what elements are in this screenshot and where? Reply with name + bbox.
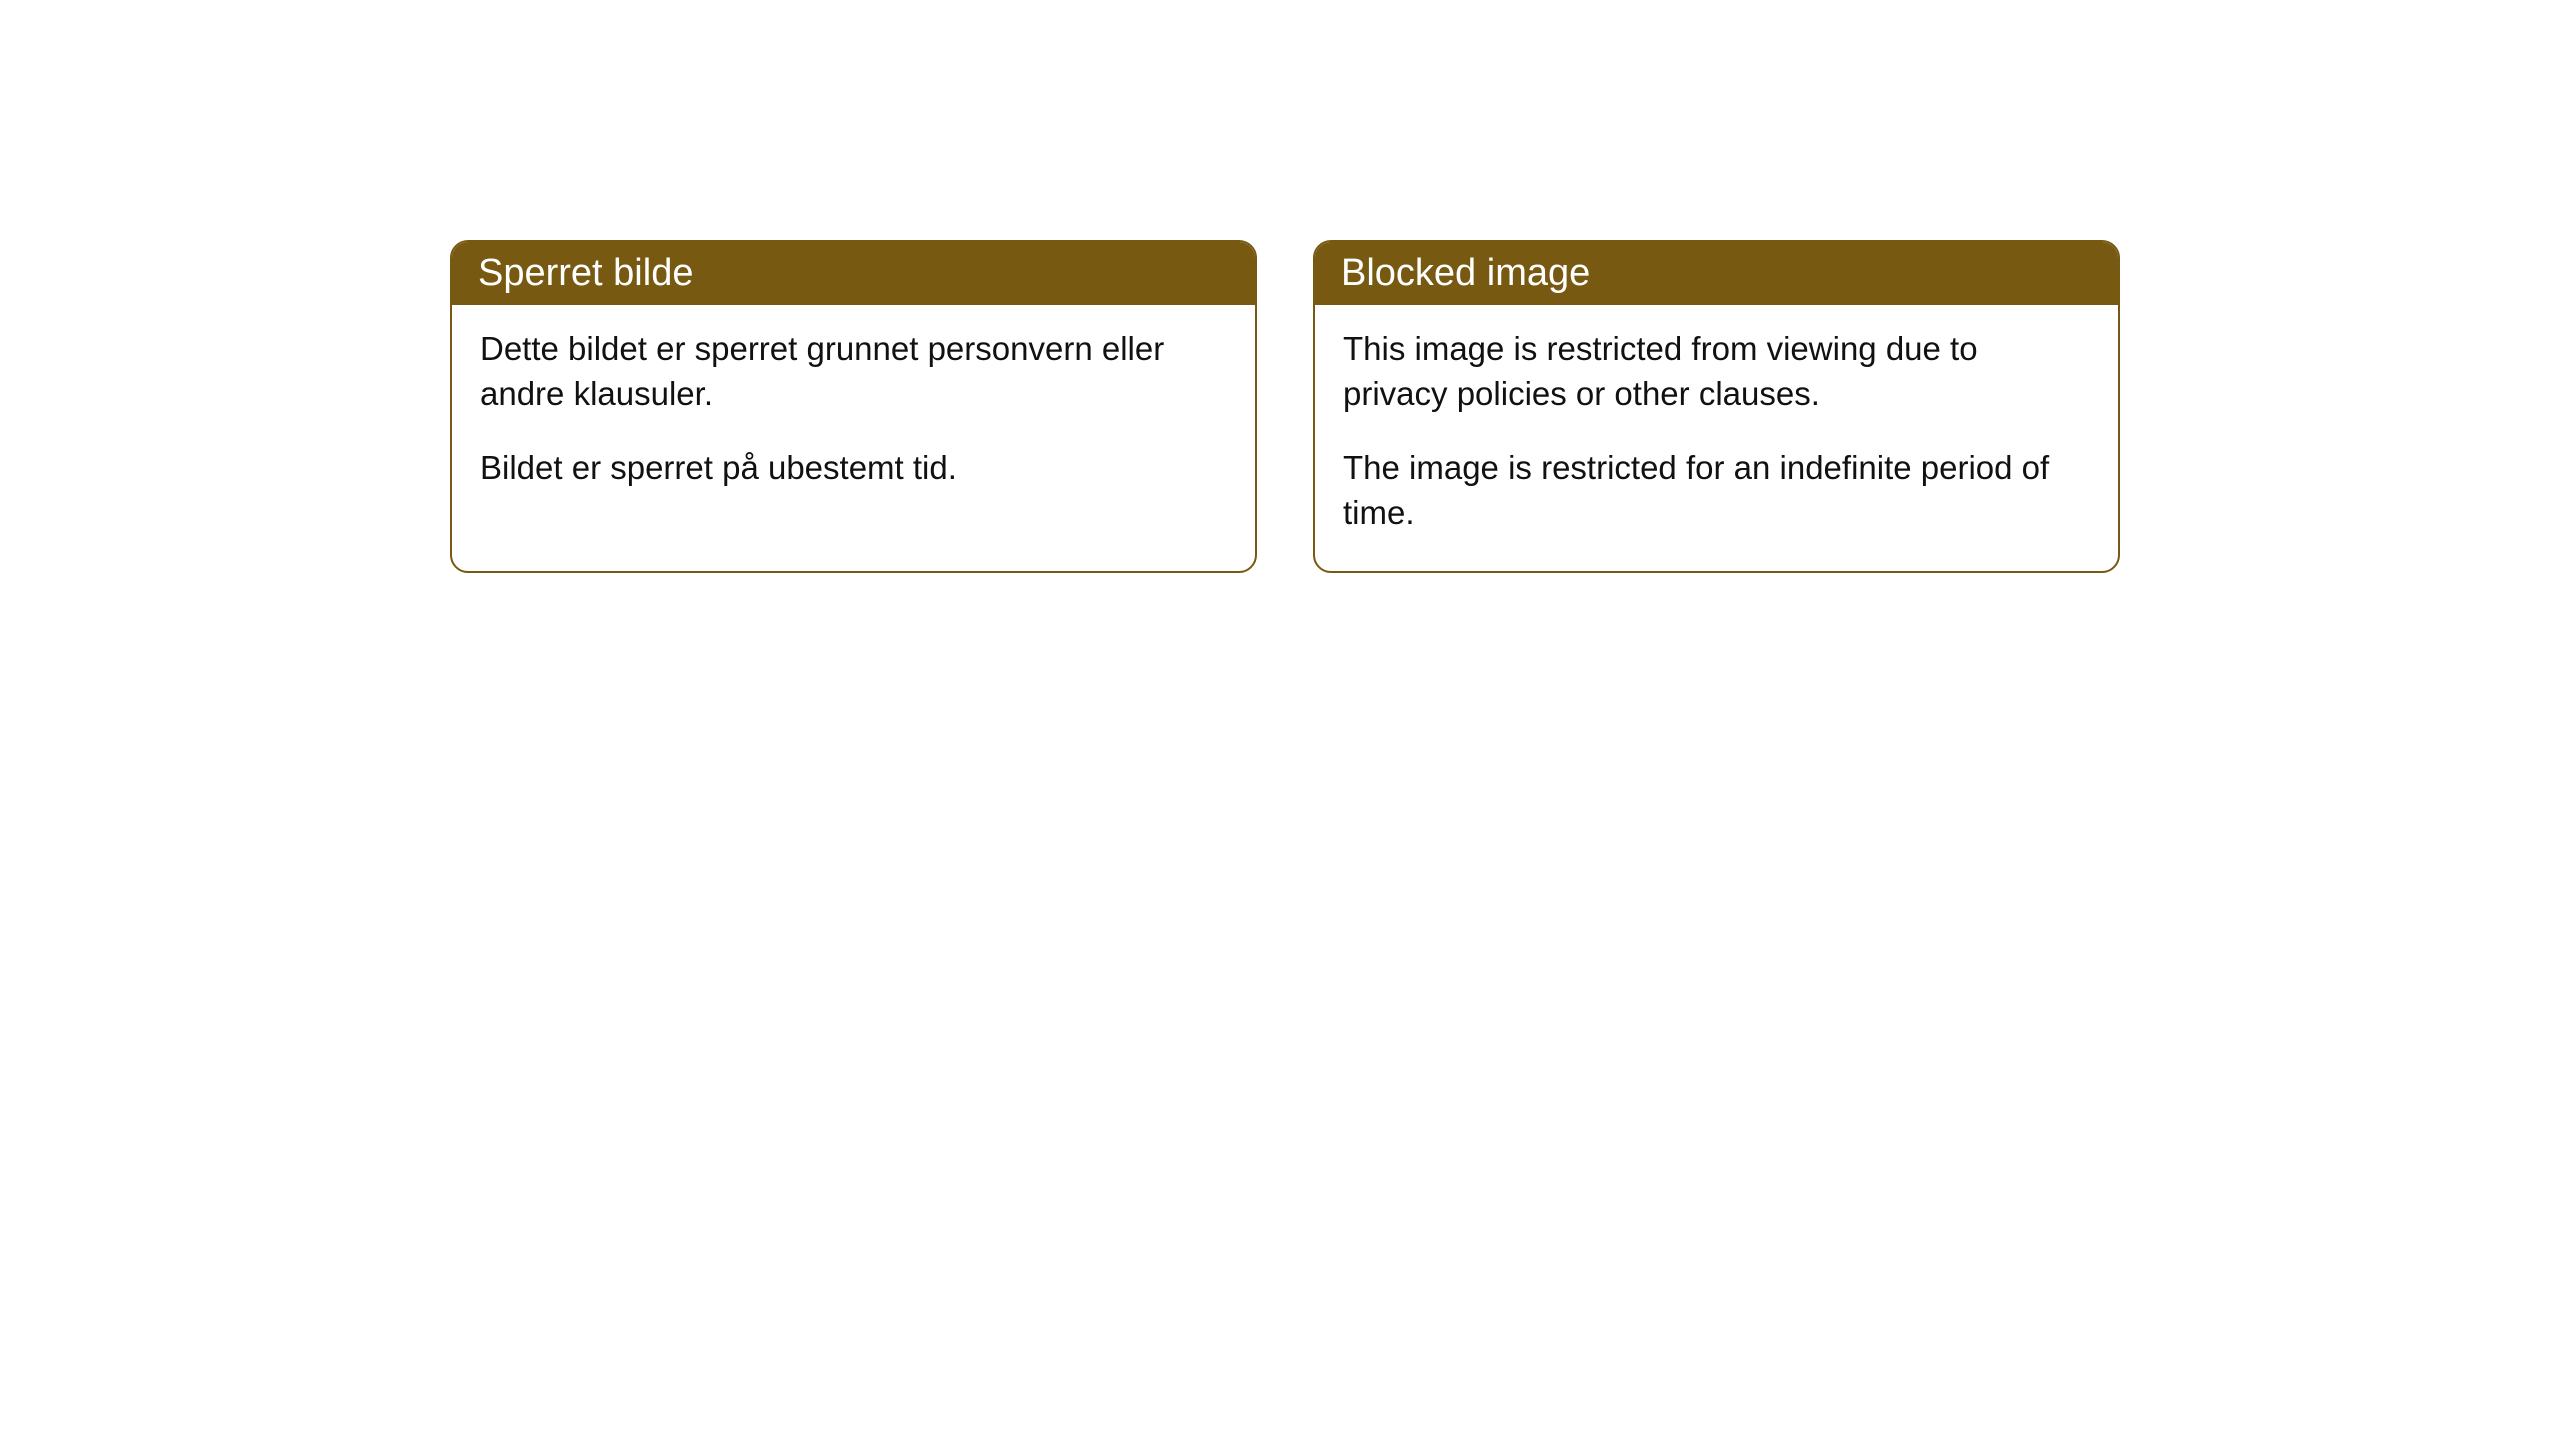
card-text-para1: This image is restricted from viewing du… — [1343, 327, 2090, 416]
card-text-para1: Dette bildet er sperret grunnet personve… — [480, 327, 1227, 416]
card-body-english: This image is restricted from viewing du… — [1315, 305, 2118, 571]
notice-container: Sperret bilde Dette bildet er sperret gr… — [450, 240, 2120, 573]
card-title: Blocked image — [1341, 252, 1590, 294]
card-text-para2: The image is restricted for an indefinit… — [1343, 446, 2090, 535]
card-title: Sperret bilde — [478, 252, 693, 294]
card-header-english: Blocked image — [1315, 242, 2118, 305]
card-body-norwegian: Dette bildet er sperret grunnet personve… — [452, 305, 1255, 527]
blocked-image-card-norwegian: Sperret bilde Dette bildet er sperret gr… — [450, 240, 1257, 573]
card-header-norwegian: Sperret bilde — [452, 242, 1255, 305]
card-text-para2: Bildet er sperret på ubestemt tid. — [480, 446, 1227, 491]
blocked-image-card-english: Blocked image This image is restricted f… — [1313, 240, 2120, 573]
